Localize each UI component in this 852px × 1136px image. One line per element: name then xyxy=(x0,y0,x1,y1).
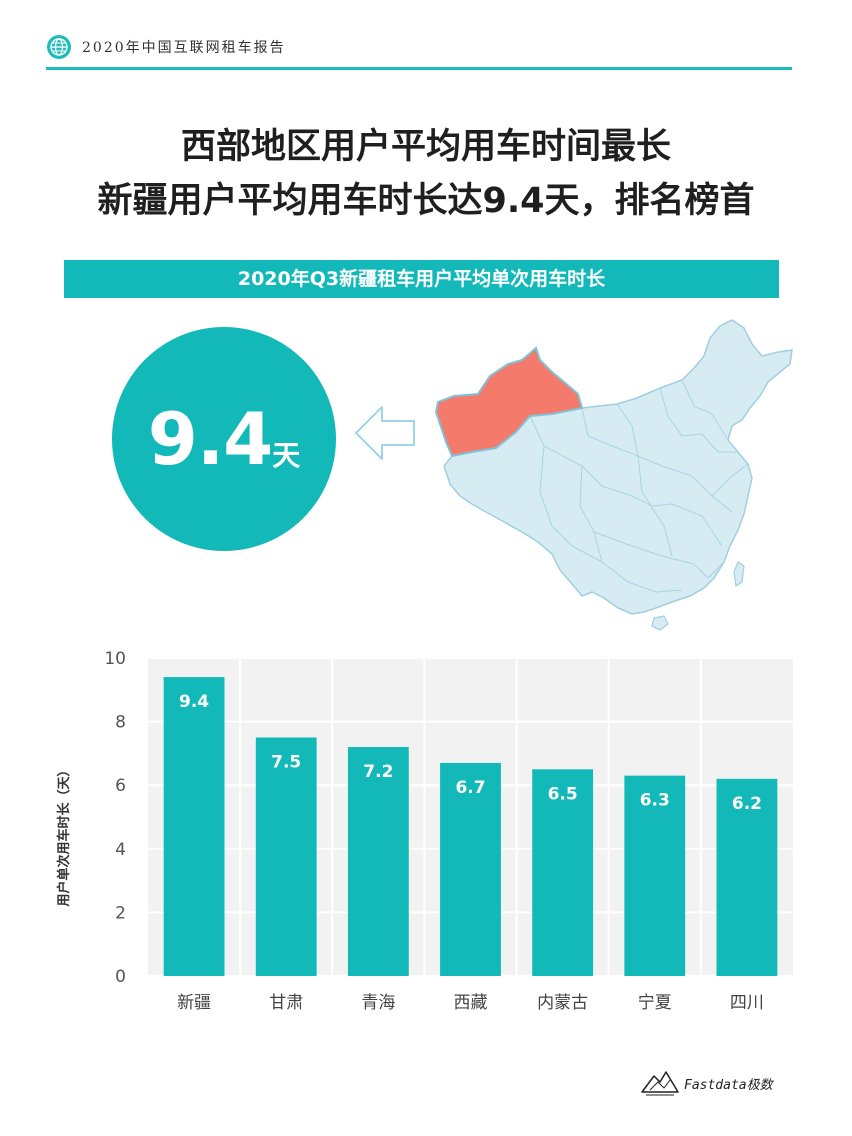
data-label: 6.3 xyxy=(640,791,670,811)
data-label: 6.2 xyxy=(732,794,762,814)
y-axis-label: 用户单次用车时长（天） xyxy=(56,763,72,907)
report-header: 2020年中国互联网租车报告 xyxy=(46,34,286,60)
bar xyxy=(347,747,409,976)
x-tick-label: 甘肃 xyxy=(269,993,303,1013)
y-tick-label: 10 xyxy=(104,649,126,669)
y-tick-label: 6 xyxy=(115,776,126,796)
y-tick-label: 2 xyxy=(115,903,126,923)
y-tick-label: 4 xyxy=(115,840,126,860)
brand-name: Fastdata极数 xyxy=(684,1077,773,1093)
china-map xyxy=(434,319,793,631)
y-tick-label: 8 xyxy=(115,713,126,733)
data-label: 9.4 xyxy=(179,692,209,712)
china-map-hainan xyxy=(651,615,669,631)
x-tick-label: 内蒙古 xyxy=(537,993,588,1013)
headline-line-2: 新疆用户平均用车时长达9.4天，排名榜首 xyxy=(97,181,755,221)
data-label: 6.7 xyxy=(455,778,485,798)
left-arrow-icon xyxy=(355,406,415,460)
highlight-circle: 9.4 天 xyxy=(112,327,336,551)
x-tick-label: 青海 xyxy=(361,993,395,1013)
bar-chart: 0 2 4 6 8 10 9.4 新疆 7.5 甘肃 7.2 青海 6.7 西藏 6.5 内蒙古 6.3 宁夏 6.… xyxy=(56,649,793,1013)
data-label: 7.2 xyxy=(363,762,393,782)
x-tick-label: 四川 xyxy=(730,993,764,1013)
x-tick-label: 宁夏 xyxy=(638,993,672,1013)
bar xyxy=(440,762,501,976)
data-label: 7.5 xyxy=(271,753,301,773)
bar xyxy=(163,677,225,976)
x-tick-label: 新疆 xyxy=(177,993,211,1013)
highlight-value: 9.4 xyxy=(147,397,274,481)
report-title: 2020年中国互联网租车报告 xyxy=(82,40,286,56)
globe-icon xyxy=(47,35,71,59)
section-banner: 2020年Q3新疆租车用户平均单次用车时长 xyxy=(64,260,779,298)
mountain-logo-icon xyxy=(641,1071,679,1096)
header-divider xyxy=(46,67,792,70)
footer-brand: Fastdata极数 xyxy=(640,1068,773,1098)
data-label: 6.5 xyxy=(548,784,578,804)
bar xyxy=(716,778,778,976)
bar xyxy=(255,737,317,976)
headline-line-1: 西部地区用户平均用车时间最长 xyxy=(180,127,671,167)
bar xyxy=(624,775,686,976)
x-tick-label: 西藏 xyxy=(454,993,488,1013)
bar xyxy=(532,769,594,976)
highlight-unit: 天 xyxy=(272,439,301,472)
y-tick-label: 0 xyxy=(115,967,126,987)
map-region-xinjiang xyxy=(434,346,584,458)
china-map-taiwan xyxy=(733,561,745,588)
china-map-mainland xyxy=(443,319,793,615)
